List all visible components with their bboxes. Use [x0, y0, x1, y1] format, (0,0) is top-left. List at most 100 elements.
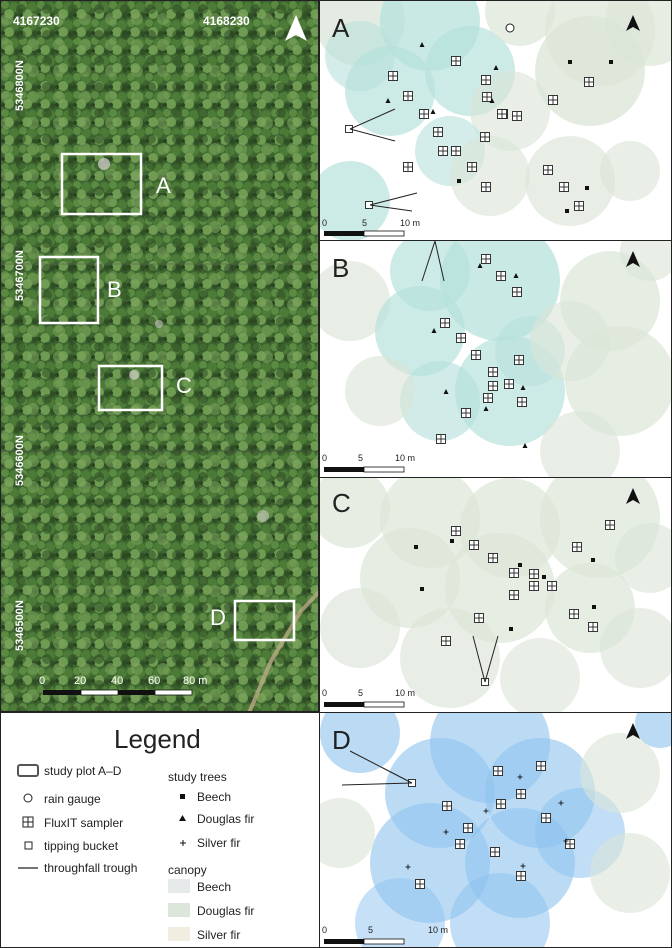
canopy-swatch-beech [168, 879, 190, 893]
scale-60: 60 [148, 675, 160, 687]
svg-text:throughfall trough: throughfall trough [44, 861, 137, 875]
silver-fir-icon [517, 774, 523, 780]
svg-text:5: 5 [368, 925, 373, 935]
beech-tree-icon [420, 587, 424, 591]
panel-label-a: A [332, 13, 350, 43]
fluxit-sampler-icon [548, 95, 558, 105]
svg-text:Silver fir: Silver fir [197, 928, 240, 942]
fluxit-sampler-icon [572, 542, 582, 552]
silver-fir-icon [563, 838, 569, 844]
beech-tree-icon [518, 563, 522, 567]
plot-label-d: D [210, 605, 226, 630]
scale-40: 40 [111, 675, 123, 687]
douglas-fir-icon [385, 98, 391, 103]
fluxit-sampler-icon [442, 801, 452, 811]
silver-fir-icon [443, 829, 449, 835]
fluxit-sampler-icon [504, 379, 514, 389]
panel-label-b: B [332, 253, 349, 283]
beech-tree-icon [565, 209, 569, 213]
fluxit-sampler-icon [490, 847, 500, 857]
svg-text:Douglas fir: Douglas fir [197, 812, 254, 826]
fluxit-sampler-icon [441, 636, 451, 646]
study-plot-swatch [17, 764, 39, 777]
silver-fir-icon [483, 808, 489, 814]
fluxit-sampler-icon [584, 77, 594, 87]
north-arrow-icon [626, 251, 640, 267]
fluxit-sampler-icon [509, 590, 519, 600]
svg-text:5: 5 [362, 218, 367, 228]
legend-panel: Legend study plot A–D rain gauge FluxIT … [0, 712, 320, 948]
fluxit-sampler-icon [543, 165, 553, 175]
north-arrow-icon [626, 488, 640, 504]
coord-top-left: 4167230 [13, 14, 60, 28]
fluxit-sampler-icon [481, 182, 491, 192]
beech-tree-icon [180, 794, 185, 799]
beech-tree-icon [414, 545, 418, 549]
coord-left-1: 5346800N [14, 60, 26, 111]
north-arrow-icon [285, 15, 307, 41]
douglas-fir-icon [419, 42, 425, 47]
beech-tree-icon [592, 605, 596, 609]
douglas-fir-icon [477, 263, 483, 268]
canopy-layer [320, 241, 671, 477]
douglas-fir-icon [179, 815, 186, 821]
svg-text:FluxIT sampler: FluxIT sampler [44, 816, 123, 830]
study-plot-b[interactable] [38, 255, 100, 325]
study-plot-a[interactable] [60, 152, 143, 216]
silver-fir-icon [558, 800, 564, 806]
beech-tree-icon [591, 558, 595, 562]
panel-label-d: D [332, 725, 351, 755]
coord-left-4: 5346500N [14, 600, 26, 651]
douglas-fir-icon [522, 443, 528, 448]
fluxit-sampler-icon [496, 271, 506, 281]
fluxit-sampler-icon [419, 109, 429, 119]
douglas-fir-icon [489, 98, 495, 103]
svg-text:study trees: study trees [168, 770, 227, 784]
fluxit-sampler-icon [474, 613, 484, 623]
beech-tree-icon [609, 60, 613, 64]
fluxit-sampler-icon [403, 162, 413, 172]
svg-text:Beech: Beech [197, 790, 231, 804]
douglas-fir-icon [520, 385, 526, 390]
canopy-layer [320, 1, 671, 240]
fluxit-sampler-icon [488, 553, 498, 563]
fluxit-sampler-icon [461, 408, 471, 418]
fluxit-sampler-icon [512, 287, 522, 297]
fluxit-sampler-icon [496, 799, 506, 809]
coord-left-3: 5346600N [14, 435, 26, 486]
svg-text:0: 0 [322, 218, 327, 228]
svg-text:study plot A–D: study plot A–D [44, 764, 122, 778]
fluxit-sampler-icon [433, 127, 443, 137]
fluxit-sampler-icon [497, 109, 507, 119]
fluxit-sampler-icon [451, 146, 461, 156]
douglas-fir-icon [431, 328, 437, 333]
fluxit-sampler-icon [516, 789, 526, 799]
svg-text:0: 0 [322, 453, 327, 463]
fluxit-sampler-icon [605, 520, 615, 530]
beech-tree-icon [450, 539, 454, 543]
fluxit-sampler-icon [488, 367, 498, 377]
canopy-layer [320, 713, 671, 947]
study-plot-c[interactable] [97, 364, 164, 412]
scale-0: 0 [39, 675, 45, 687]
svg-text:10 m: 10 m [400, 218, 420, 228]
fluxit-sampler-icon [22, 816, 34, 828]
svg-text:10 m: 10 m [395, 688, 415, 698]
plot-panel-c: C 0 5 10 m [319, 477, 672, 713]
canopy-swatch-douglas [168, 903, 190, 917]
coord-top-right: 4168230 [203, 14, 250, 28]
fluxit-sampler-icon [514, 355, 524, 365]
north-arrow-icon [626, 15, 640, 31]
fluxit-sampler-icon [451, 56, 461, 66]
tipping-bucket-icon [345, 125, 353, 133]
svg-text:5: 5 [358, 688, 363, 698]
svg-text:5: 5 [358, 453, 363, 463]
fluxit-sampler-icon [541, 813, 551, 823]
svg-text:10 m: 10 m [428, 925, 448, 935]
tipping-bucket-icon [24, 841, 33, 850]
study-plot-d[interactable] [233, 599, 296, 642]
scale-20: 20 [74, 675, 86, 687]
svg-text:0: 0 [322, 925, 327, 935]
beech-tree-icon [509, 627, 513, 631]
legend-title: Legend [114, 724, 201, 754]
